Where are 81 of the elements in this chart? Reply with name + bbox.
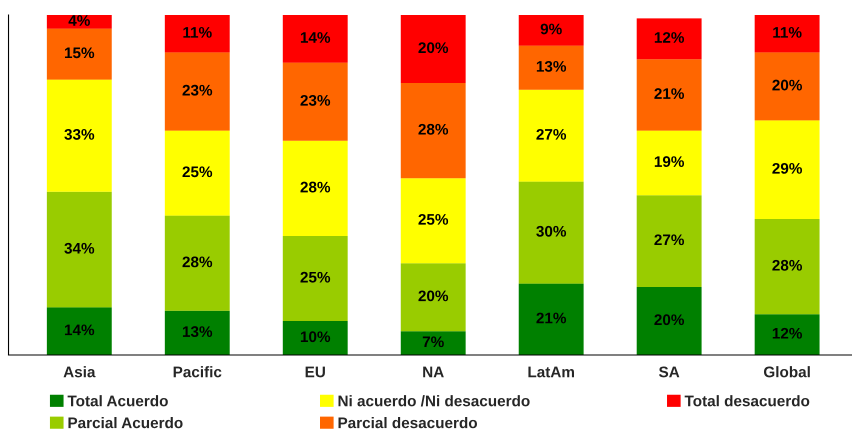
- legend-label: Parcial desacuerdo: [338, 417, 478, 428]
- bar: [164, 130, 230, 216]
- data-label: 15%: [64, 47, 94, 58]
- bar: [46, 192, 112, 308]
- data-label: 28%: [182, 256, 212, 268]
- data-label: 21%: [536, 312, 566, 324]
- data-label: 12%: [772, 328, 802, 339]
- bar: [164, 52, 230, 131]
- x-tick-label: Global: [764, 366, 810, 378]
- bar: [282, 140, 348, 236]
- legend-label: Total Acuerdo: [68, 395, 168, 406]
- x-tick-label: NA: [423, 366, 444, 378]
- bar: [636, 59, 702, 131]
- bar: [518, 14, 584, 46]
- data-label: 7%: [422, 336, 444, 348]
- data-label: 28%: [300, 182, 330, 192]
- data-label: 14%: [64, 324, 94, 336]
- data-label: 28%: [772, 260, 802, 271]
- bar: [282, 321, 348, 356]
- bar: [636, 130, 702, 196]
- data-label: 25%: [418, 214, 448, 225]
- bar: [164, 216, 230, 311]
- x-tick-label: Asia: [64, 366, 96, 378]
- data-label: 20%: [772, 80, 802, 90]
- bar: [400, 14, 466, 83]
- data-label: 28%: [418, 124, 448, 135]
- data-label: 33%: [64, 128, 94, 140]
- bar: [754, 120, 820, 219]
- data-label: 11%: [183, 27, 212, 38]
- data-label: 20%: [654, 314, 684, 326]
- x-tick-label: LatAm: [528, 366, 574, 378]
- data-label: 12%: [654, 32, 684, 43]
- bar: [46, 307, 112, 356]
- data-label: 23%: [182, 84, 212, 96]
- bar: [46, 28, 112, 80]
- data-label: 25%: [300, 272, 330, 283]
- bar: [518, 284, 584, 356]
- bar: [400, 263, 466, 332]
- data-label: 20%: [418, 42, 448, 54]
- data-label: 34%: [64, 242, 94, 254]
- bar: [518, 182, 584, 284]
- x-tick-label: Pacific: [174, 366, 222, 378]
- x-tick-label: SA: [658, 366, 680, 378]
- bar: [636, 195, 702, 288]
- legend-label: Ni acuerdo /Ni desacuerdo: [338, 395, 530, 406]
- x-tick-label: EU: [306, 366, 325, 378]
- legend-label: Parcial Acuerdo: [68, 417, 183, 428]
- legend-label: Total desacuerdo: [684, 395, 810, 406]
- data-label: 9%: [540, 24, 562, 34]
- bar: [46, 80, 112, 192]
- data-label: 10%: [300, 331, 330, 342]
- bar: [164, 310, 230, 356]
- data-label: 19%: [654, 156, 684, 167]
- bar: [518, 90, 584, 182]
- bar: [754, 52, 820, 120]
- bar: [282, 236, 348, 322]
- data-label: 4%: [68, 15, 90, 26]
- data-label: 11%: [773, 27, 802, 38]
- bar: [754, 14, 820, 52]
- data-label: 23%: [300, 94, 330, 106]
- data-label: 13%: [182, 326, 212, 338]
- data-label: 21%: [654, 88, 684, 99]
- bar: [754, 219, 820, 314]
- bar: [400, 178, 466, 264]
- bar: [282, 62, 348, 141]
- bar: [164, 14, 230, 52]
- bar: [400, 331, 466, 356]
- data-label: 20%: [418, 290, 448, 302]
- bar: [636, 18, 702, 60]
- data-label: 14%: [300, 32, 330, 43]
- bar: [636, 287, 702, 356]
- bar: [282, 14, 348, 63]
- bar: [754, 314, 820, 356]
- data-label: 25%: [182, 166, 212, 178]
- data-label: 29%: [772, 162, 802, 174]
- data-label: 27%: [654, 234, 684, 246]
- bar: [518, 46, 584, 90]
- data-label: 27%: [536, 128, 566, 140]
- data-label: 13%: [536, 60, 566, 72]
- data-label: 30%: [536, 226, 566, 237]
- bar: [400, 82, 466, 178]
